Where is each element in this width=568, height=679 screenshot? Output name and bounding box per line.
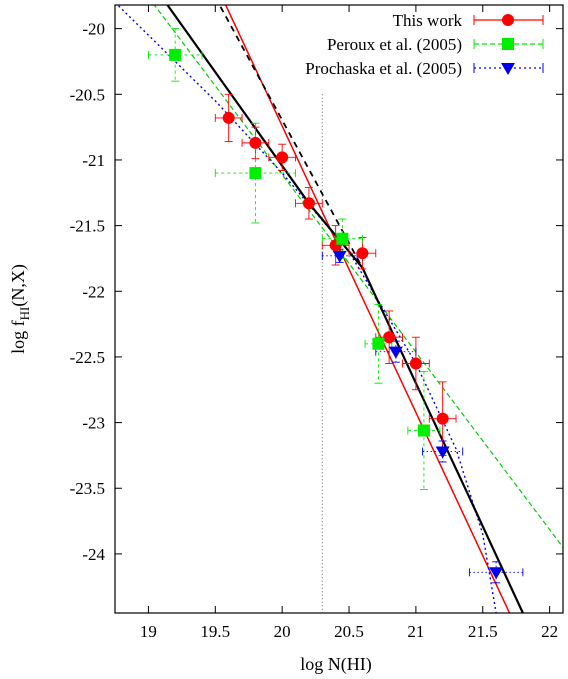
legend-marker-peroux-et-al-2005 <box>502 38 514 50</box>
prochaska-et-al-2005-triangle-marker <box>435 446 450 459</box>
prochaska-et-al-2005-triangle-marker <box>489 567 504 580</box>
y-tick-label: -21 <box>82 151 105 170</box>
y-tick-label: -20.5 <box>70 85 105 104</box>
peroux-et-al-2005-square-marker <box>249 167 262 180</box>
this-work-circle-marker <box>356 247 369 260</box>
peroux-et-al-2005-square-marker <box>417 424 430 437</box>
fit-line-dashed-green <box>153 5 563 548</box>
legend-marker-this-work <box>502 14 514 26</box>
x-tick-label: 21 <box>407 622 424 641</box>
y-tick-label: -23 <box>82 414 105 433</box>
y-tick-label: -22 <box>82 282 105 301</box>
x-tick-label: 21.5 <box>468 622 498 641</box>
peroux-et-al-2005-square-marker <box>169 48 182 61</box>
this-work-circle-marker <box>383 331 396 344</box>
y-axis-title-tail: (N,X) <box>8 264 29 307</box>
this-work-circle-marker <box>436 412 449 425</box>
prochaska-et-al-2005-triangle-marker <box>332 250 347 263</box>
x-tick-label: 19 <box>140 622 157 641</box>
legend-label-prochaska-et-al-2005: Prochaska et al. (2005) <box>305 59 462 78</box>
x-tick-label: 19.5 <box>200 622 230 641</box>
this-work-circle-marker <box>222 111 235 124</box>
x-axis-title: log N(HI) <box>300 654 371 675</box>
this-work-circle-marker <box>249 136 262 149</box>
legend-label-this-work: This work <box>393 11 463 30</box>
x-tick-label: 20.5 <box>334 622 364 641</box>
y-tick-label: -22.5 <box>70 348 105 367</box>
this-work-circle-marker <box>409 357 422 370</box>
x-tick-label: 22 <box>541 622 558 641</box>
this-work-circle-marker <box>302 197 315 210</box>
legend-label-peroux-et-al-2005: Peroux et al. (2005) <box>327 35 462 54</box>
legend-marker-prochaska-et-al-2005 <box>501 63 515 75</box>
y-axis-title-subscript: HI <box>17 307 32 321</box>
plot-frame <box>114 4 564 614</box>
legend: This work Peroux et al. (2005) Prochaska e… <box>305 11 544 78</box>
fit-line-dashed-black <box>218 5 364 269</box>
y-tick-label: -24 <box>82 545 105 564</box>
prochaska-et-al-2005-triangle-marker <box>388 346 403 359</box>
peroux-et-al-2005-square-marker <box>336 232 349 245</box>
x-tick-label: 20 <box>274 622 291 641</box>
this-work-circle-marker <box>276 151 289 164</box>
y-axis-title: log fHI(N,X) <box>8 264 32 354</box>
fit-line-solid-red <box>224 5 511 613</box>
y-tick-label: -21.5 <box>70 217 105 236</box>
y-tick-label: -23.5 <box>70 479 105 498</box>
y-tick-label: -20 <box>82 20 105 39</box>
peroux-et-al-2005-square-marker <box>372 337 385 350</box>
